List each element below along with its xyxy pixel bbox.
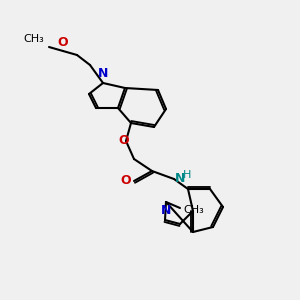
Text: O: O <box>58 36 68 49</box>
Text: O: O <box>120 175 131 188</box>
Text: N: N <box>175 172 185 184</box>
Text: CH₃: CH₃ <box>183 205 204 215</box>
Text: O: O <box>119 134 129 148</box>
Text: H: H <box>183 170 191 180</box>
Text: N: N <box>98 67 108 80</box>
Text: CH₃: CH₃ <box>23 34 44 44</box>
Text: N: N <box>161 204 171 217</box>
